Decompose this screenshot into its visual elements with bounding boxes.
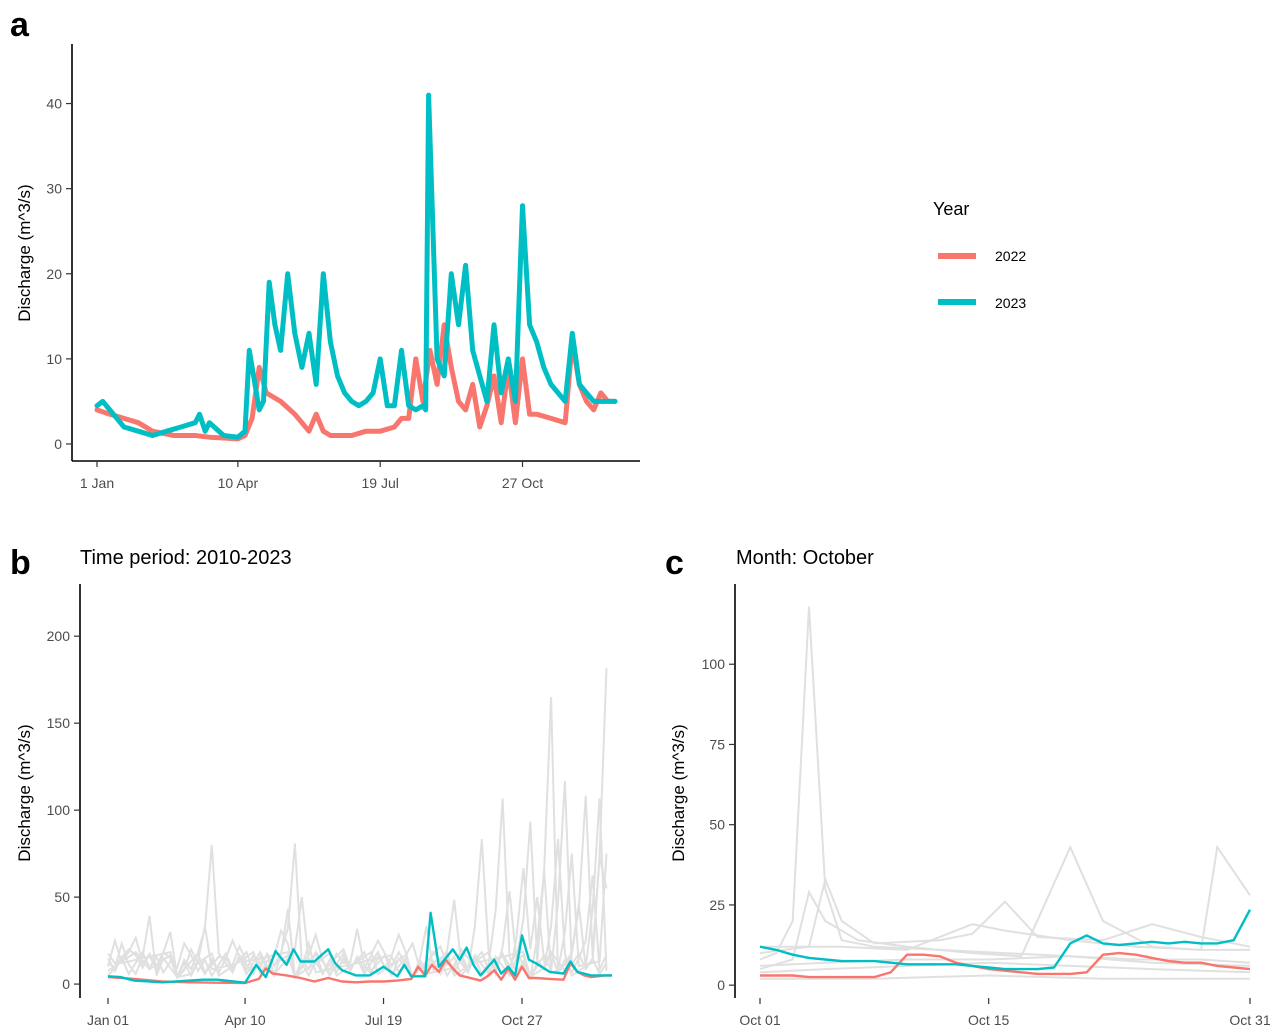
x-tick-label: Apr 10 [224,1012,265,1028]
y-tick-label: 50 [54,889,70,905]
background-year-line [107,668,608,980]
x-tick-label: Oct 15 [968,1012,1009,1028]
background-year-line [107,781,608,980]
y-axis-label-c: Discharge (m^3/s) [669,724,688,861]
y-tick-label: 40 [46,96,62,112]
y-tick-label: 30 [46,181,62,197]
series-line-2022 [760,951,1251,979]
x-tick-label: 27 Oct [502,475,543,491]
y-tick-label: 10 [46,351,62,367]
legend-label-2023: 2023 [995,295,1026,311]
background-year-line [107,853,608,980]
y-tick-label: 200 [47,628,71,644]
panel-title-c: Month: October [736,547,874,569]
series-group-a [94,92,618,442]
series-line-2023 [107,911,612,984]
series-group-c [759,606,1252,980]
y-tick-label: 100 [47,802,71,818]
background-year-line [759,606,1251,964]
panel-a: a Discharge (m^3/s) 0 10 20 30 40 1 Jan 10 Apr… [10,6,640,491]
x-tick-label: 19 Jul [362,475,399,491]
background-year-line [759,955,1251,967]
y-tick-label: 75 [709,736,725,752]
background-year-line [760,974,1250,980]
background-year-line [759,961,1251,974]
y-tick-label: 100 [702,656,726,672]
y-tick-label: 50 [709,817,725,833]
background-year-line [760,923,1250,951]
y-tick-label: 150 [47,715,71,731]
x-tick-label: Jan 01 [87,1012,129,1028]
background-year-line [759,875,1251,955]
x-tick-label: 10 Apr [218,475,259,491]
x-tick-label: 1 Jan [80,475,114,491]
y-tick-label: 0 [54,436,62,452]
y-tick-label: 0 [62,976,70,992]
series-line-2023 [759,909,1252,971]
panel-b: b Time period: 2010-2023 Discharge (m^3/… [10,544,612,1028]
legend-label-2022: 2022 [995,248,1026,264]
panel-title-b: Time period: 2010-2023 [80,547,292,569]
background-year-line [759,844,1251,971]
x-tick-label: Jul 19 [365,1012,403,1028]
legend: Year 2022 2023 [933,199,1026,311]
y-tick-label: 20 [46,266,62,282]
panel-label-a: a [10,6,30,44]
series-line-2023 [94,92,618,440]
y-tick-label: 0 [717,977,725,993]
x-tick-label: Oct 31 [1229,1012,1270,1028]
panel-c: c Month: October Discharge (m^3/s) 0 25 50… [665,544,1271,1028]
series-group-b [107,668,612,985]
legend-title: Year [933,199,969,219]
y-axis-label-b: Discharge (m^3/s) [15,724,34,861]
ticks-a: 0 10 20 30 40 1 Jan 10 Apr 19 Jul 27 Oct [46,96,543,491]
series-line-2022 [107,958,612,985]
panel-label-b: b [10,544,31,582]
background-year-line [107,798,608,980]
x-tick-label: Oct 27 [501,1012,542,1028]
ticks-c: 0 25 50 75 100 Oct 01 Oct 15 Oct 31 [702,656,1271,1028]
y-axis-label-a: Discharge (m^3/s) [15,184,34,321]
panel-label-c: c [665,544,684,582]
ticks-b: 0 50 100 150 200 Jan 01 Apr 10 Jul 19 Oct 27 [47,628,543,1028]
x-tick-label: Oct 01 [739,1012,780,1028]
y-tick-label: 25 [709,897,725,913]
